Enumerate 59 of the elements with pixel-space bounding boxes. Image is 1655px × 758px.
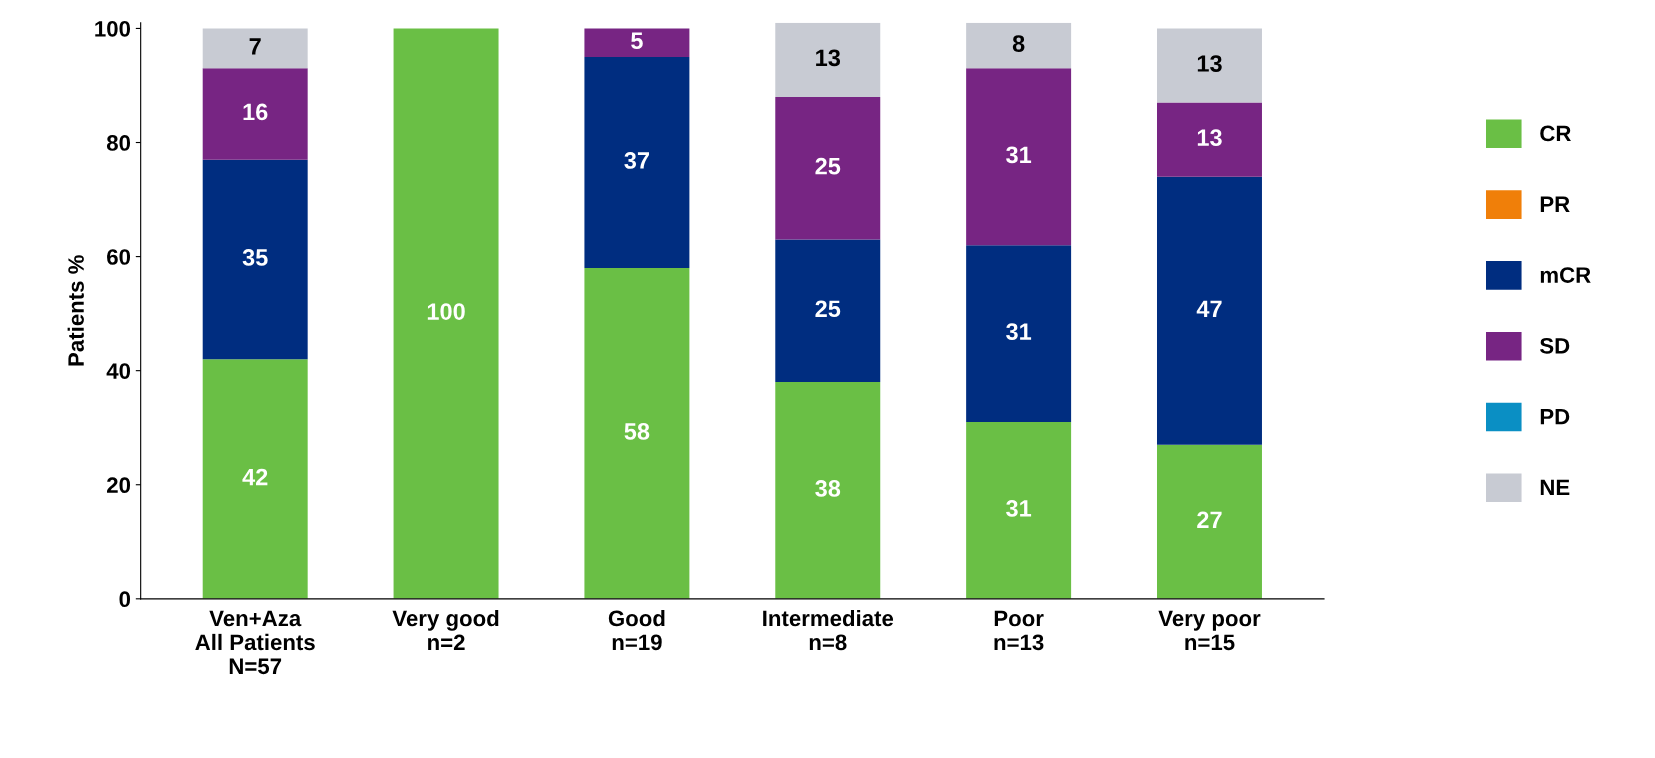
data-label: 31 <box>1006 500 1032 517</box>
legend-label: SD <box>1539 337 1570 354</box>
bar <box>775 239 881 383</box>
bar <box>584 28 690 57</box>
x-tick-label: Good n=19 <box>608 609 665 651</box>
data-label: 38 <box>815 480 841 497</box>
legend-label: CR <box>1540 125 1571 142</box>
bar <box>966 68 1072 246</box>
bar <box>775 382 881 599</box>
data-label: 25 <box>815 300 841 318</box>
bar <box>202 68 308 160</box>
bar <box>584 268 690 599</box>
data-label: 42 <box>242 468 268 486</box>
data-label: 5 <box>631 32 643 50</box>
bar <box>1157 176 1262 445</box>
data-label: 47 <box>1196 300 1222 317</box>
bar <box>1157 28 1262 103</box>
bar <box>393 28 499 599</box>
y-tick-label: 60 <box>107 249 131 265</box>
x-tick-label: Very poor n=15 <box>1158 610 1261 651</box>
data-label: 35 <box>242 249 268 266</box>
bar <box>202 359 308 599</box>
y-tick-label: 100 <box>95 20 131 37</box>
y-tick-label: 20 <box>107 477 131 494</box>
y-axis-title: Patients % <box>67 255 84 366</box>
y-tick-label: 40 <box>106 363 131 379</box>
x-tick-label: Poor n=13 <box>994 610 1044 651</box>
data-label: 58 <box>624 423 650 440</box>
data-label: 8 <box>1012 35 1025 52</box>
y-tick-label: 0 <box>119 591 131 608</box>
bar <box>966 22 1072 69</box>
bar <box>1157 102 1262 177</box>
bar <box>966 422 1072 599</box>
legend-label: PR <box>1540 196 1570 212</box>
data-label: 13 <box>816 49 841 67</box>
data-label: 7 <box>249 38 261 55</box>
data-label: 13 <box>1197 55 1222 72</box>
bar <box>202 28 308 69</box>
x-tick-label: Ven+Aza All Patients N=57 <box>195 610 315 675</box>
legend-label: PD <box>1540 408 1570 425</box>
data-label: 31 <box>1006 146 1032 164</box>
bar <box>775 96 881 240</box>
x-tick-label: Very good n=2 <box>392 609 499 651</box>
data-label: 16 <box>243 103 268 121</box>
bar <box>966 245 1072 422</box>
data-label: 13 <box>1197 129 1222 147</box>
bar <box>775 22 881 97</box>
data-label: 31 <box>1006 323 1032 340</box>
legend-label: mCR <box>1540 267 1591 283</box>
data-label: 25 <box>815 157 841 175</box>
data-label: 100 <box>427 303 465 320</box>
x-tick-label: Intermediate n=8 <box>763 609 894 651</box>
bar <box>584 56 690 268</box>
y-tick-label: 80 <box>106 135 131 151</box>
bar <box>202 159 308 360</box>
bar <box>1157 444 1262 599</box>
data-label: 37 <box>624 152 649 169</box>
legend-label: NE <box>1540 479 1570 495</box>
data-label: 27 <box>1197 511 1222 528</box>
